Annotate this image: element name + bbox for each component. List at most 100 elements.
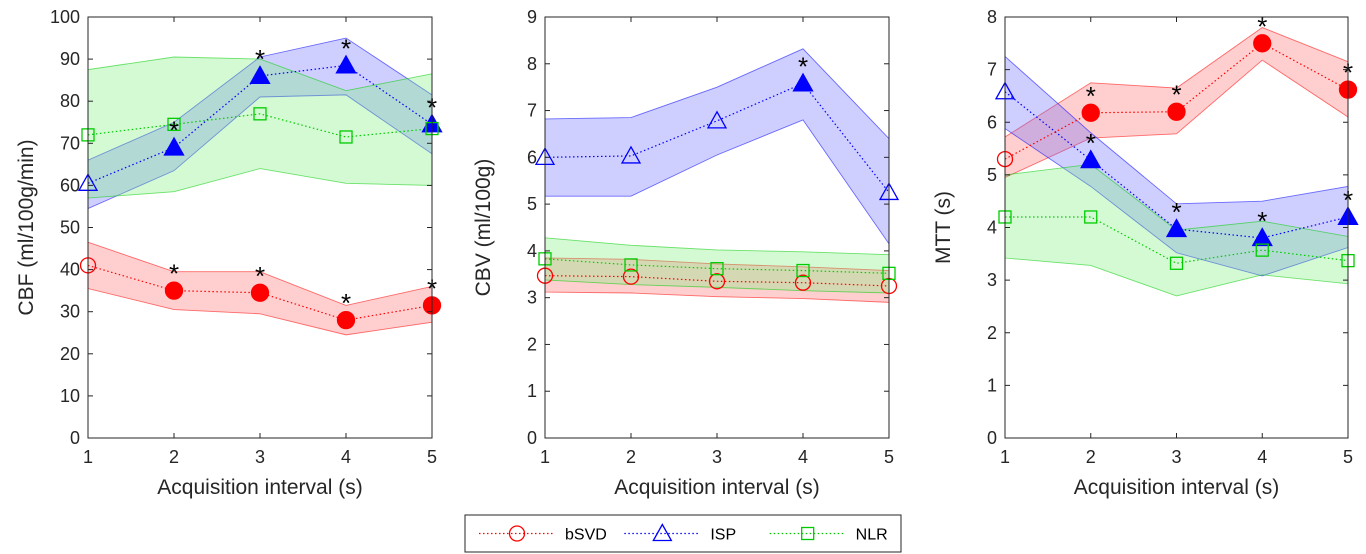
y-tick-label: 2 <box>987 323 997 343</box>
series-line-bsvd <box>1004 42 1349 160</box>
legend-label: NLR <box>856 527 888 544</box>
y-tick-label: 2 <box>527 334 537 354</box>
point-bsvd <box>1167 102 1186 121</box>
legend-item-nlr: NLR <box>769 526 888 544</box>
point-isp <box>620 145 642 164</box>
y-axis-label: MTT (s) <box>932 191 955 264</box>
point-isp <box>1251 227 1273 247</box>
point-nlr <box>253 107 267 121</box>
y-tick-label: 40 <box>60 260 80 280</box>
point-bsvd <box>336 310 356 330</box>
y-tick-label: 4 <box>527 241 537 261</box>
y-tick-label: 80 <box>60 91 80 111</box>
significance-star: * <box>1257 206 1267 236</box>
point-bsvd <box>164 281 184 300</box>
x-tick-label: 2 <box>1086 447 1096 467</box>
significance-star: * <box>255 44 265 74</box>
point-isp <box>163 136 185 156</box>
y-tick-label: 5 <box>527 194 537 214</box>
point-nlr <box>1169 256 1184 270</box>
legend-box <box>464 514 902 553</box>
y-tick-label: 100 <box>50 7 80 27</box>
significance-star: * <box>1086 128 1096 158</box>
series-line-bsvd <box>544 275 890 287</box>
significance-star: * <box>341 33 351 63</box>
x-tick-label: 3 <box>712 447 722 467</box>
y-tick-label: 3 <box>527 288 537 308</box>
series-line-isp <box>544 82 890 193</box>
x-axis-label: Acquisition interval (s) <box>1074 476 1279 499</box>
x-axis-label: Acquisition interval (s) <box>614 476 819 499</box>
y-tick-label: 4 <box>987 218 997 238</box>
series-line-nlr <box>1005 216 1349 264</box>
point-nlr <box>796 263 810 278</box>
x-tick-label: 4 <box>1257 447 1267 467</box>
point-isp <box>1080 149 1102 169</box>
y-tick-label: 8 <box>987 7 997 27</box>
y-tick-label: 7 <box>987 60 997 80</box>
x-tick-label: 1 <box>83 447 93 467</box>
point-isp <box>792 72 814 92</box>
significance-star: * <box>169 259 179 289</box>
y-tick-label: 60 <box>60 175 80 195</box>
point-isp <box>1165 218 1188 238</box>
y-tick-label: 5 <box>987 165 997 185</box>
series-line-nlr <box>544 258 890 274</box>
plot-area <box>88 17 432 438</box>
x-tick-label: 3 <box>1171 447 1181 467</box>
point-bsvd <box>794 274 812 291</box>
x-tick-label: 4 <box>798 447 808 467</box>
x-tick-label: 1 <box>1000 447 1010 467</box>
y-tick-label: 7 <box>527 101 537 121</box>
point-bsvd <box>622 268 640 285</box>
point-nlr <box>710 262 724 276</box>
x-tick-label: 5 <box>884 447 894 467</box>
y-tick-label: 30 <box>60 302 80 322</box>
y-tick-label: 8 <box>527 54 537 74</box>
significance-star: * <box>1171 197 1181 227</box>
point-bsvd <box>708 273 726 290</box>
point-isp <box>335 54 357 74</box>
y-tick-label: 1 <box>527 381 537 401</box>
significance-star: * <box>255 261 265 291</box>
y-tick-label: 6 <box>527 147 537 167</box>
point-nlr <box>1084 210 1098 224</box>
y-tick-label: 20 <box>60 344 80 364</box>
legend-item-isp: ISP <box>624 523 736 544</box>
point-nlr <box>624 258 638 272</box>
point-isp <box>249 65 271 84</box>
significance-star: * <box>1086 81 1096 111</box>
point-isp <box>706 110 728 129</box>
legend-marker <box>652 523 673 542</box>
y-tick-label: 3 <box>987 270 997 290</box>
y-tick-label: 0 <box>70 428 80 448</box>
y-tick-label: 9 <box>527 7 537 27</box>
point-nlr <box>1255 243 1269 257</box>
point-bsvd <box>1253 34 1272 53</box>
significance-star: * <box>341 288 351 318</box>
significance-star: * <box>798 51 808 81</box>
point-bsvd <box>250 283 270 302</box>
y-tick-label: 0 <box>527 428 537 448</box>
series-line-nlr <box>87 113 433 138</box>
legend-marker <box>801 526 815 541</box>
x-tick-label: 3 <box>255 447 265 467</box>
y-axis-label: CBF (ml/100g/min) <box>15 139 38 315</box>
significance-star: * <box>1171 80 1181 110</box>
point-bsvd <box>1081 103 1100 122</box>
legend-label: ISP <box>710 527 736 544</box>
y-tick-label: 0 <box>987 428 997 448</box>
y-axis-label: CBV (ml/100g) <box>472 159 495 297</box>
series-line-isp <box>1004 91 1349 239</box>
y-tick-label: 50 <box>60 218 80 238</box>
x-tick-label: 5 <box>427 447 437 467</box>
y-tick-label: 10 <box>60 386 80 406</box>
y-tick-label: 1 <box>987 375 997 395</box>
legend: bSVD ISP NLR <box>464 514 902 553</box>
legend-label: bSVD <box>565 527 607 544</box>
